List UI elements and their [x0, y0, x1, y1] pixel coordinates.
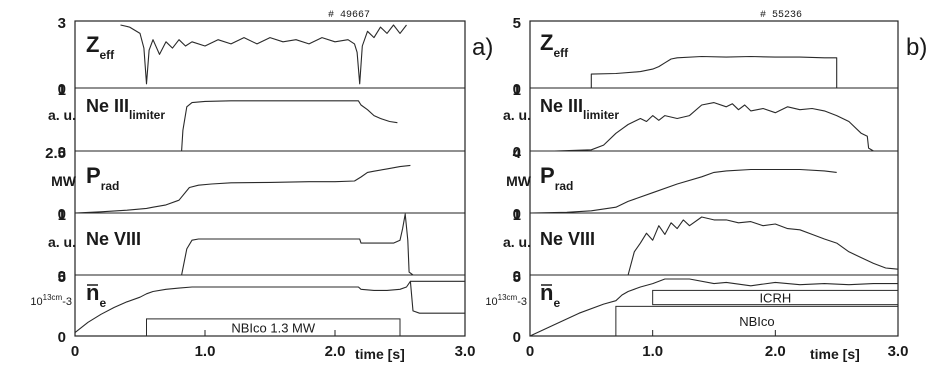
chart-a-zeff-label: Zeff	[86, 32, 115, 62]
chart-a-ne8-trace	[181, 213, 465, 276]
chart-a-prad-trace	[74, 164, 411, 214]
y-tick-label: 0	[58, 144, 66, 161]
chart-a-zeff-trace	[120, 24, 407, 85]
y-tick-label: 0	[58, 81, 66, 98]
heating-label: ICRH	[759, 291, 791, 306]
heating-box	[615, 305, 899, 337]
chart-b-ne-label: ne	[540, 280, 560, 310]
chart-b-x-axis-label: time [s]	[810, 346, 860, 362]
heating-box	[652, 289, 899, 306]
y-tick-label: 5	[513, 269, 521, 286]
y-tick-label: 1	[513, 82, 521, 99]
chart-a-panel-label: a)	[472, 34, 493, 61]
x-tick-label: 0	[526, 343, 534, 360]
chart-a-ne-label: ne	[86, 280, 106, 310]
y-tick-label: 1	[513, 207, 521, 224]
y-unit-label: 1013cm-3	[30, 293, 72, 308]
chart-b-ne8-trace	[627, 216, 899, 276]
chart-b-ne3-trace	[530, 102, 874, 152]
y-unit-label: MW	[51, 173, 77, 189]
y-tick-label: 5	[58, 269, 66, 286]
y-tick-label: 1	[58, 207, 66, 224]
y-unit-label: a. u.	[48, 234, 76, 250]
chart-a-x-axis-label: time [s]	[355, 346, 405, 362]
chart-b-zeff-trace	[590, 55, 838, 88]
chart-b-ne3-label: Ne IIIlimiter	[540, 96, 619, 122]
chart-a-frame	[74, 20, 466, 337]
x-tick-label: 1.0	[195, 343, 216, 360]
y-tick-label: 0	[513, 81, 521, 98]
chart-a-ne3-label: Ne IIIlimiter	[86, 96, 165, 122]
x-tick-label: 3.0	[455, 343, 476, 360]
chart-b-ne8-label: Ne VIII	[540, 229, 595, 249]
x-tick-label: 0	[71, 343, 79, 360]
x-tick-label: 3.0	[888, 343, 909, 360]
chart-a-ne3-trace	[181, 100, 398, 152]
chart-b-frame	[529, 20, 899, 337]
x-tick-label: 2.0	[765, 343, 786, 360]
y-tick-label: 0	[513, 268, 521, 285]
chart-b-panel-label: b)	[906, 34, 927, 61]
x-tick-label: 1.0	[642, 343, 663, 360]
y-tick-label: 0	[513, 329, 521, 346]
chart-b-zeff-label: Zeff	[540, 30, 569, 60]
y-unit-label: 1013cm-3	[485, 293, 527, 308]
y-tick-label: 0	[513, 144, 521, 161]
y-tick-label: 4	[513, 145, 522, 162]
chart-a-ne8-label: Ne VIII	[86, 229, 141, 249]
y-tick-label: 5	[513, 15, 521, 32]
chart-b-prad-label: Prad	[540, 163, 573, 193]
chart-b-ne-trace	[529, 278, 898, 337]
y-unit-label: a. u.	[48, 107, 76, 123]
heating-box	[146, 318, 401, 337]
y-tick-label: 0	[513, 206, 521, 223]
y-unit-label: a. u.	[503, 234, 531, 250]
y-tick-label: 0	[58, 268, 66, 285]
y-unit-label: a. u.	[503, 107, 531, 123]
chart-b-shot-number: # 55236	[760, 10, 802, 21]
heating-label: NBIco 1.3 MW	[231, 320, 316, 335]
chart-a-shot-number: # 49667	[328, 10, 370, 21]
y-tick-label: 2.5	[45, 145, 66, 162]
x-tick-label: 2.0	[325, 343, 346, 360]
y-tick-label: 0	[58, 329, 66, 346]
chart-b-prad-trace	[529, 168, 837, 214]
y-tick-label: 3	[58, 15, 66, 32]
y-tick-label: 1	[58, 82, 66, 99]
y-unit-label: MW	[506, 173, 532, 189]
y-tick-label: 0	[58, 206, 66, 223]
chart-a-prad-label: Prad	[86, 163, 119, 193]
heating-label: NBIco	[739, 314, 774, 329]
